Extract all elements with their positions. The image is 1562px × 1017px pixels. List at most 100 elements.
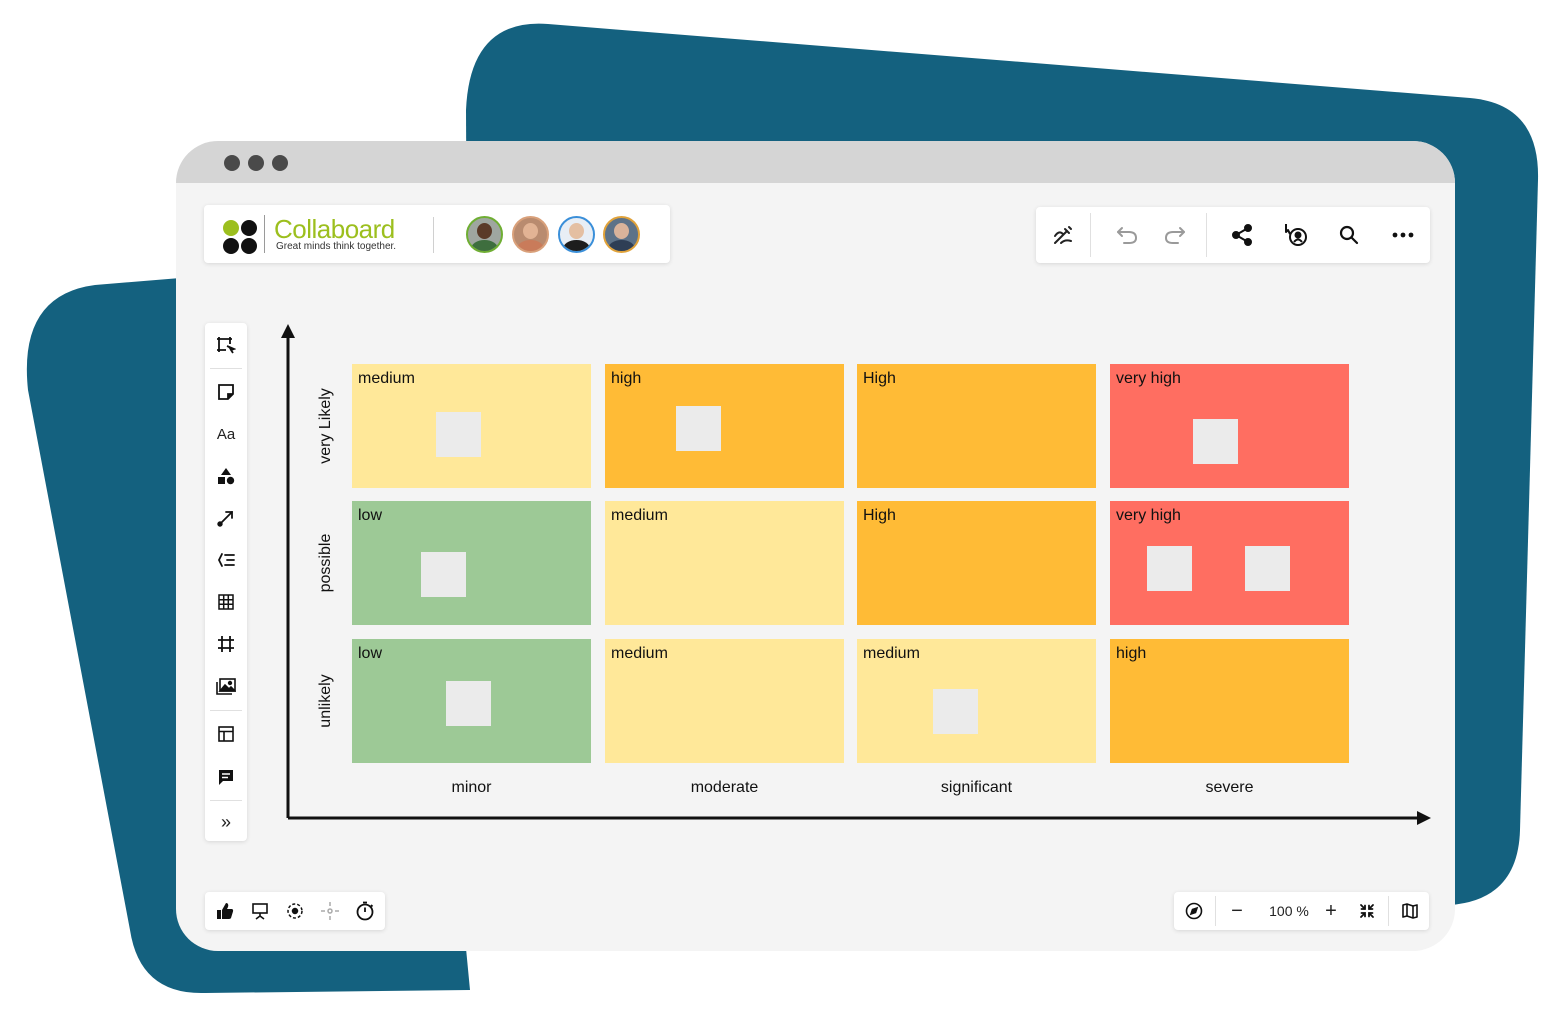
brand-tagline: Great minds think together. bbox=[276, 241, 397, 252]
toolbar-divider bbox=[1090, 213, 1091, 257]
frame-tool[interactable] bbox=[205, 626, 247, 662]
sticky-note[interactable] bbox=[1245, 546, 1290, 591]
sticky-note-tool[interactable] bbox=[205, 374, 247, 410]
table-tool[interactable] bbox=[205, 584, 247, 620]
map-icon bbox=[1402, 903, 1418, 919]
matrix-cell[interactable]: high bbox=[1110, 639, 1349, 763]
sticky-note[interactable] bbox=[436, 412, 481, 457]
avatar-body bbox=[517, 240, 544, 251]
templates-tool[interactable] bbox=[205, 716, 247, 752]
avatar[interactable] bbox=[512, 216, 549, 253]
window-dot[interactable] bbox=[224, 155, 240, 171]
collaboard-logo-icon bbox=[223, 220, 257, 254]
comment-tool[interactable] bbox=[205, 759, 247, 795]
zoom-in-button[interactable]: + bbox=[1325, 899, 1337, 922]
cell-label: High bbox=[863, 370, 896, 387]
share-button[interactable] bbox=[1215, 207, 1269, 263]
window-dot[interactable] bbox=[248, 155, 264, 171]
cell-label: low bbox=[358, 507, 383, 524]
navigator-icon bbox=[1185, 902, 1203, 920]
more-button[interactable] bbox=[1376, 207, 1430, 263]
voting-button[interactable] bbox=[207, 892, 243, 930]
matrix-cell[interactable]: high bbox=[605, 364, 844, 488]
matrix-cell[interactable]: High bbox=[857, 501, 1096, 625]
matrix-cell[interactable]: very high bbox=[1110, 364, 1349, 488]
column-label: severe bbox=[1205, 779, 1254, 796]
bottom-left-toolbar bbox=[205, 892, 385, 930]
toolbar-divider bbox=[1388, 896, 1389, 926]
matrix-cell[interactable]: low bbox=[352, 501, 591, 625]
focus-button[interactable] bbox=[277, 892, 313, 930]
avatar-head bbox=[477, 223, 492, 239]
avatar-body bbox=[471, 240, 498, 251]
more-icon bbox=[1392, 232, 1414, 238]
undo-button[interactable] bbox=[1100, 207, 1154, 263]
select-tool[interactable] bbox=[205, 327, 247, 363]
sticky-note[interactable] bbox=[1147, 546, 1192, 591]
window-dot[interactable] bbox=[272, 155, 288, 171]
toolbar-divider bbox=[210, 368, 242, 369]
follow-me-button[interactable] bbox=[1269, 207, 1323, 263]
navigator-button[interactable] bbox=[1174, 892, 1214, 930]
avatar-head bbox=[569, 223, 584, 239]
cell-label: high bbox=[1116, 645, 1147, 662]
sticky-note[interactable] bbox=[1193, 419, 1238, 464]
voting-icon bbox=[217, 903, 234, 919]
matrix-cell[interactable]: medium bbox=[857, 639, 1096, 763]
toolbar-divider bbox=[1206, 213, 1207, 257]
timer-button[interactable] bbox=[347, 892, 383, 930]
expand-toolbar-button[interactable]: » bbox=[220, 811, 231, 832]
column-label: minor bbox=[451, 779, 492, 796]
magic-pen-button[interactable] bbox=[1036, 207, 1090, 263]
matrix-cell[interactable]: medium bbox=[605, 501, 844, 625]
avatar[interactable] bbox=[603, 216, 640, 253]
brand-name: Collaboard bbox=[274, 214, 395, 244]
mindmap-icon bbox=[217, 553, 235, 567]
panel-divider bbox=[433, 217, 434, 253]
toolbar-divider bbox=[210, 800, 242, 801]
table-icon bbox=[218, 594, 234, 610]
fit-screen-icon bbox=[1360, 904, 1374, 918]
media-icon bbox=[216, 678, 236, 695]
matrix-cell[interactable]: High bbox=[857, 364, 1096, 488]
connector-tool[interactable] bbox=[205, 500, 247, 536]
attention-button[interactable] bbox=[312, 892, 348, 930]
shapes-tool[interactable] bbox=[205, 458, 247, 494]
sticky-note[interactable] bbox=[676, 406, 721, 451]
matrix-cell[interactable]: low bbox=[352, 639, 591, 763]
sticky-note[interactable] bbox=[421, 552, 466, 597]
matrix-cell[interactable]: very high bbox=[1110, 501, 1349, 625]
avatar-body bbox=[608, 240, 635, 251]
avatar-body bbox=[563, 240, 590, 251]
column-label: moderate bbox=[690, 779, 759, 796]
cell-label: medium bbox=[611, 507, 668, 524]
presentation-button[interactable] bbox=[242, 892, 278, 930]
zoom-level[interactable]: 100 % bbox=[1269, 903, 1309, 919]
templates-icon bbox=[218, 726, 234, 742]
cell-label: medium bbox=[358, 370, 415, 387]
sticky-note[interactable] bbox=[446, 681, 491, 726]
avatar[interactable] bbox=[558, 216, 595, 253]
avatar[interactable] bbox=[466, 216, 503, 253]
zoom-out-button[interactable]: − bbox=[1231, 899, 1243, 922]
fit-screen-button[interactable] bbox=[1352, 892, 1382, 930]
search-button[interactable] bbox=[1322, 207, 1376, 263]
comment-icon bbox=[219, 770, 233, 785]
matrix-cell[interactable]: medium bbox=[605, 639, 844, 763]
sticky-note[interactable] bbox=[933, 689, 978, 734]
media-tool[interactable] bbox=[205, 668, 247, 704]
mindmap-tool[interactable] bbox=[205, 542, 247, 578]
map-button[interactable] bbox=[1392, 892, 1428, 930]
connector-icon bbox=[217, 511, 233, 527]
matrix-cell[interactable]: medium bbox=[352, 364, 591, 488]
redo-button[interactable] bbox=[1148, 207, 1202, 263]
logo-divider bbox=[264, 215, 265, 253]
cell-label: high bbox=[611, 370, 642, 387]
redo-icon bbox=[1165, 227, 1185, 244]
text-tool[interactable]: Aa bbox=[205, 416, 247, 452]
matrix-axes bbox=[281, 324, 1431, 825]
attention-icon bbox=[321, 902, 339, 920]
brand-panel: Collaboard Great minds think together. bbox=[204, 205, 670, 263]
cell-label: low bbox=[358, 645, 383, 662]
timer-icon bbox=[356, 901, 374, 921]
